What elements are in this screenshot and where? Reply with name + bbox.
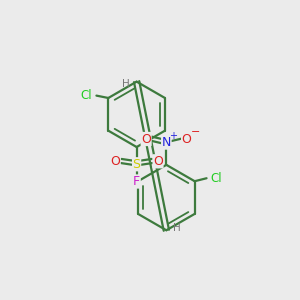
Text: O: O <box>153 155 163 168</box>
Text: O: O <box>110 155 120 168</box>
Text: O: O <box>141 133 151 146</box>
Text: H: H <box>122 79 130 89</box>
Text: F: F <box>133 175 140 188</box>
Text: +: + <box>169 131 177 141</box>
Text: S: S <box>133 158 141 171</box>
Text: Cl: Cl <box>211 172 223 185</box>
Text: Cl: Cl <box>80 89 92 102</box>
Text: O: O <box>182 133 191 146</box>
Text: H: H <box>173 223 181 233</box>
Text: −: − <box>191 128 200 137</box>
Text: N: N <box>162 136 171 149</box>
